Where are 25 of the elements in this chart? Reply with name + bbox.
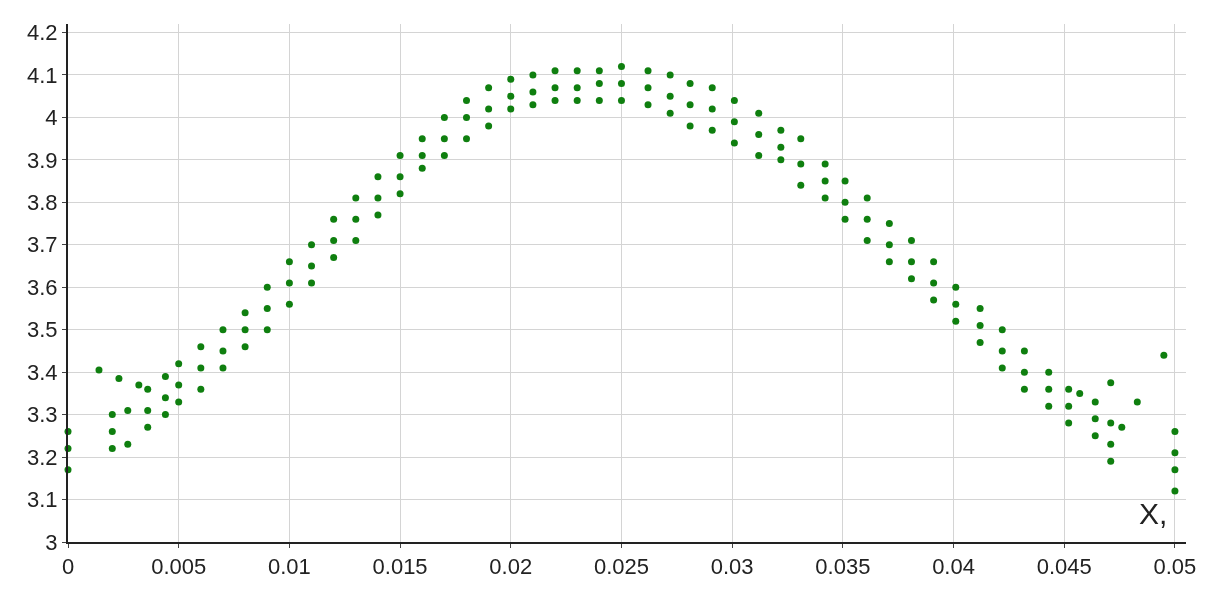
- y-tick-label: 4.2: [27, 20, 58, 46]
- x-tick-label: 0: [61, 554, 75, 580]
- y-tick-label: 3: [45, 529, 58, 555]
- x-tick-label: 0.02: [489, 554, 533, 580]
- y-tick-label: 4.1: [27, 62, 58, 88]
- y-tick-label: 3.8: [27, 190, 58, 216]
- x-tick-label: 0.035: [815, 554, 871, 580]
- y-tick-label: 3.4: [27, 359, 58, 385]
- y-tick-label: 4: [45, 105, 58, 131]
- x-tick-label: 0.04: [932, 554, 975, 580]
- y-tick-label: 3.3: [27, 402, 58, 428]
- x-axis-title: X,: [1139, 497, 1168, 530]
- y-tick-label: 3.5: [27, 317, 58, 343]
- y-tick-label: 3.1: [27, 487, 58, 513]
- x-tick-label: 0.01: [267, 554, 311, 580]
- x-tick-label: 0.015: [372, 554, 428, 580]
- x-tick-label: 0.045: [1036, 554, 1092, 580]
- y-tick-label: 3.6: [27, 274, 58, 300]
- y-tick-label: 3.2: [27, 444, 58, 470]
- x-tick-label: 0.03: [710, 554, 754, 580]
- x-tick-label: 0.025: [593, 554, 649, 580]
- x-tick-label: 0.05: [1153, 554, 1197, 580]
- y-tick-label: 3.9: [27, 147, 58, 173]
- x-tick-label: 0.005: [151, 554, 207, 580]
- y-tick-label: 3.7: [27, 232, 58, 258]
